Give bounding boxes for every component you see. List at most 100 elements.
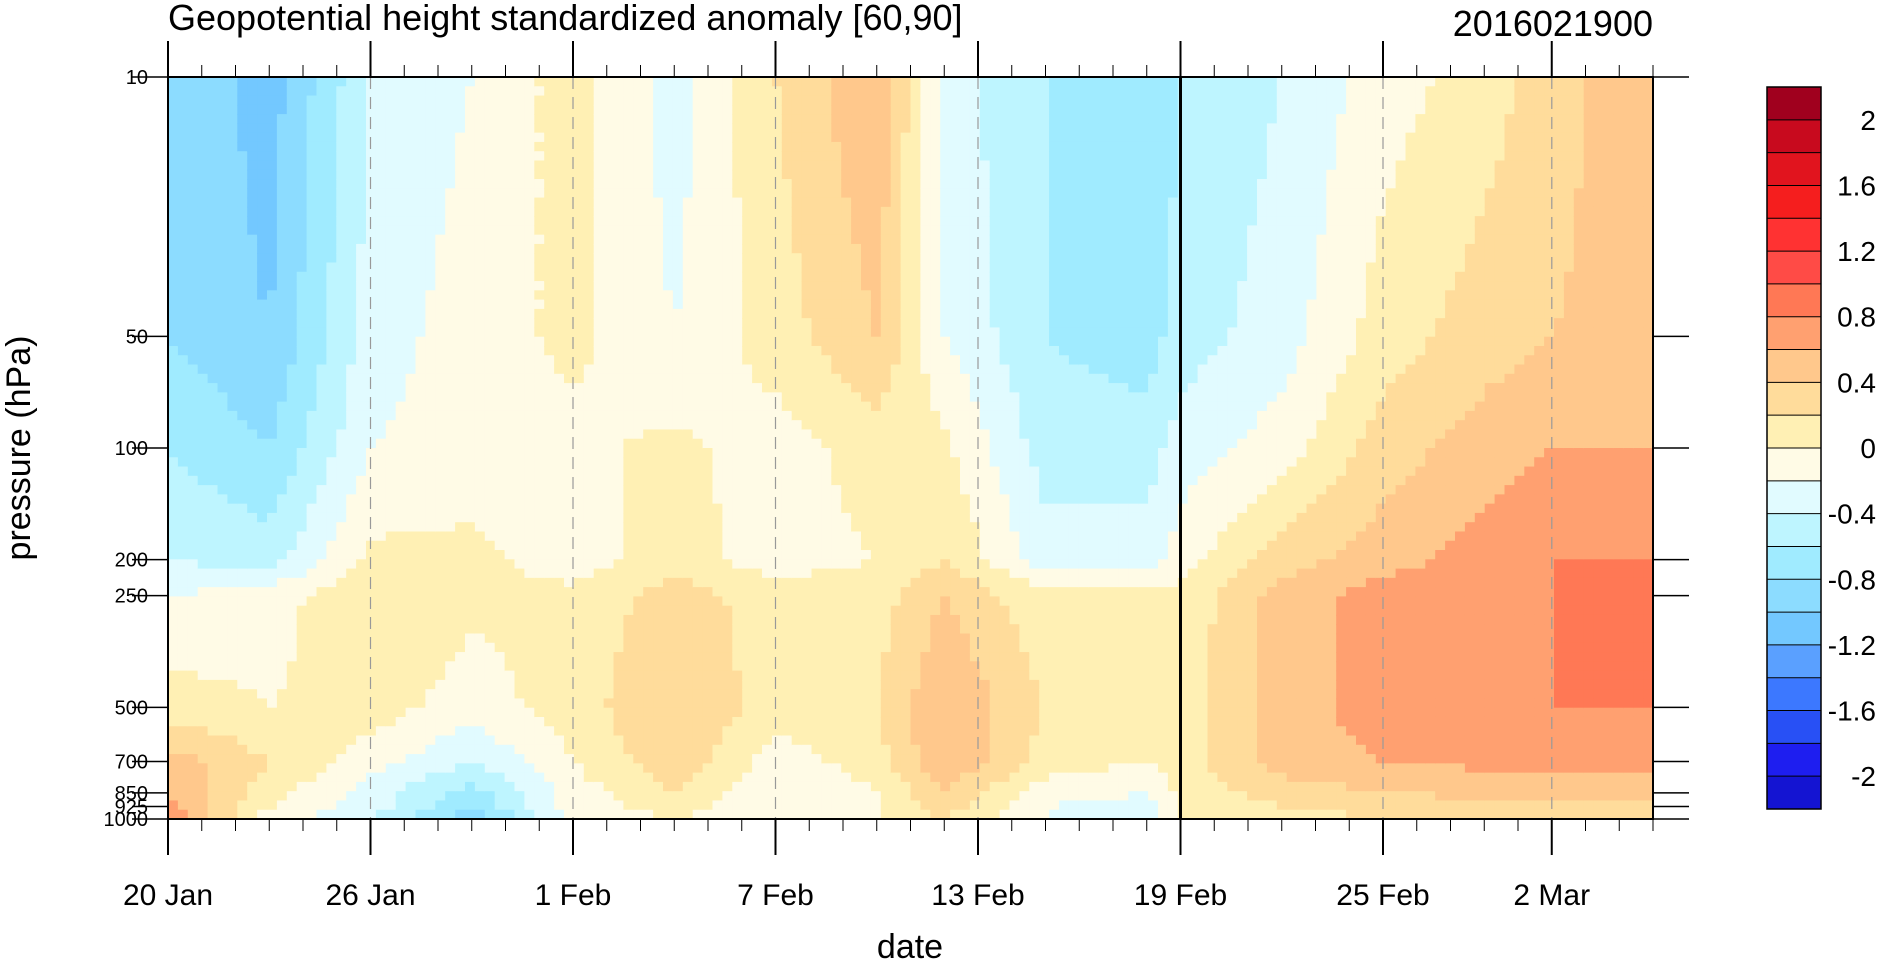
heatmap-cell [425, 401, 437, 412]
heatmap-cell [742, 234, 753, 245]
heatmap-cell [207, 735, 219, 746]
heatmap-cell [366, 587, 377, 598]
heatmap-cell [385, 522, 397, 533]
heatmap-cell [385, 383, 397, 394]
heatmap-cell [267, 485, 278, 496]
heatmap-cell [375, 791, 387, 802]
heatmap-cell [247, 494, 258, 505]
heatmap-cell [544, 457, 555, 468]
heatmap-cell [415, 577, 427, 588]
heatmap-cell [633, 577, 644, 588]
heatmap-cell [643, 605, 654, 616]
heatmap-cell [435, 633, 446, 644]
heatmap-cell [435, 327, 446, 338]
heatmap-cell [237, 614, 248, 626]
heatmap-cell [415, 345, 427, 357]
heatmap-cell [554, 577, 565, 588]
heatmap-cell [692, 336, 704, 347]
heatmap-cell [484, 670, 496, 681]
heatmap-cell [306, 169, 318, 180]
heatmap-cell [316, 179, 328, 190]
heatmap-cell [356, 550, 367, 561]
heatmap-cell [415, 531, 427, 542]
heatmap-cell [197, 429, 209, 440]
heatmap-cell [197, 485, 209, 496]
heatmap-cell [613, 438, 625, 449]
heatmap-cell [296, 550, 308, 561]
heatmap-cell [762, 485, 773, 496]
heatmap-cell [663, 197, 674, 208]
heatmap-cell [732, 429, 743, 440]
heatmap-cell [366, 104, 377, 115]
heatmap-cell [435, 336, 446, 347]
heatmap-cell [316, 531, 328, 542]
heatmap-cell [692, 698, 704, 709]
heatmap-cell [573, 652, 585, 663]
heatmap-cell [227, 624, 239, 635]
heatmap-cell [296, 679, 308, 690]
heatmap-cell [732, 772, 743, 783]
heatmap-cell [643, 253, 654, 264]
heatmap-cell [672, 271, 684, 282]
heatmap-cell [267, 559, 278, 570]
heatmap-cell [247, 661, 258, 672]
heatmap-cell [692, 234, 704, 245]
heatmap-cell [603, 624, 615, 635]
heatmap-cell [712, 781, 724, 792]
heatmap-cell [702, 86, 714, 97]
heatmap-cell [603, 642, 615, 653]
heatmap-cell [643, 318, 654, 329]
heatmap-cell [494, 485, 506, 496]
heatmap-cell [168, 689, 179, 700]
heatmap-cell [257, 448, 268, 459]
heatmap-cell [702, 206, 714, 217]
heatmap-cell [197, 188, 209, 199]
heatmap-cell [385, 763, 397, 774]
heatmap-cell [405, 290, 417, 301]
heatmap-cell [524, 141, 536, 153]
heatmap-cell [564, 243, 575, 255]
heatmap-cell [455, 716, 466, 728]
heatmap-cell [415, 225, 427, 236]
heatmap-cell [207, 420, 219, 431]
heatmap-cell [474, 763, 486, 774]
heatmap-cell [554, 271, 565, 282]
heatmap-cell [653, 345, 664, 357]
heatmap-cell [762, 512, 773, 523]
heatmap-cell [455, 475, 466, 486]
heatmap-cell [395, 448, 407, 459]
heatmap-cell [653, 577, 664, 588]
heatmap-cell [504, 577, 516, 588]
heatmap-cell [286, 216, 298, 227]
heatmap-cell [712, 179, 724, 190]
heatmap-cell [762, 689, 773, 700]
heatmap-cell [296, 271, 308, 282]
heatmap-cell [663, 318, 674, 329]
heatmap-cell [643, 243, 654, 255]
heatmap-cell [168, 169, 179, 180]
heatmap-cell [207, 670, 219, 681]
heatmap-cell [395, 735, 407, 746]
heatmap-cell [554, 698, 565, 709]
heatmap-cell [564, 392, 575, 403]
heatmap-cell [346, 290, 357, 301]
heatmap-cell [494, 466, 506, 477]
heatmap-cell [633, 290, 644, 301]
heatmap-cell [623, 151, 635, 162]
heatmap-cell [752, 355, 763, 366]
heatmap-cell [504, 661, 516, 672]
heatmap-cell [197, 410, 209, 421]
heatmap-cell [603, 420, 615, 431]
heatmap-cell [524, 234, 536, 245]
heatmap-cell [346, 86, 357, 97]
heatmap-cell [227, 791, 239, 802]
heatmap-cell [593, 95, 605, 106]
heatmap-cell [455, 383, 466, 394]
heatmap-cell [356, 540, 367, 551]
heatmap-cell [237, 772, 248, 783]
heatmap-cell [168, 791, 179, 802]
heatmap-cell [465, 568, 476, 579]
heatmap-cell [247, 605, 258, 616]
heatmap-cell [356, 364, 367, 375]
heatmap-cell [732, 401, 743, 412]
